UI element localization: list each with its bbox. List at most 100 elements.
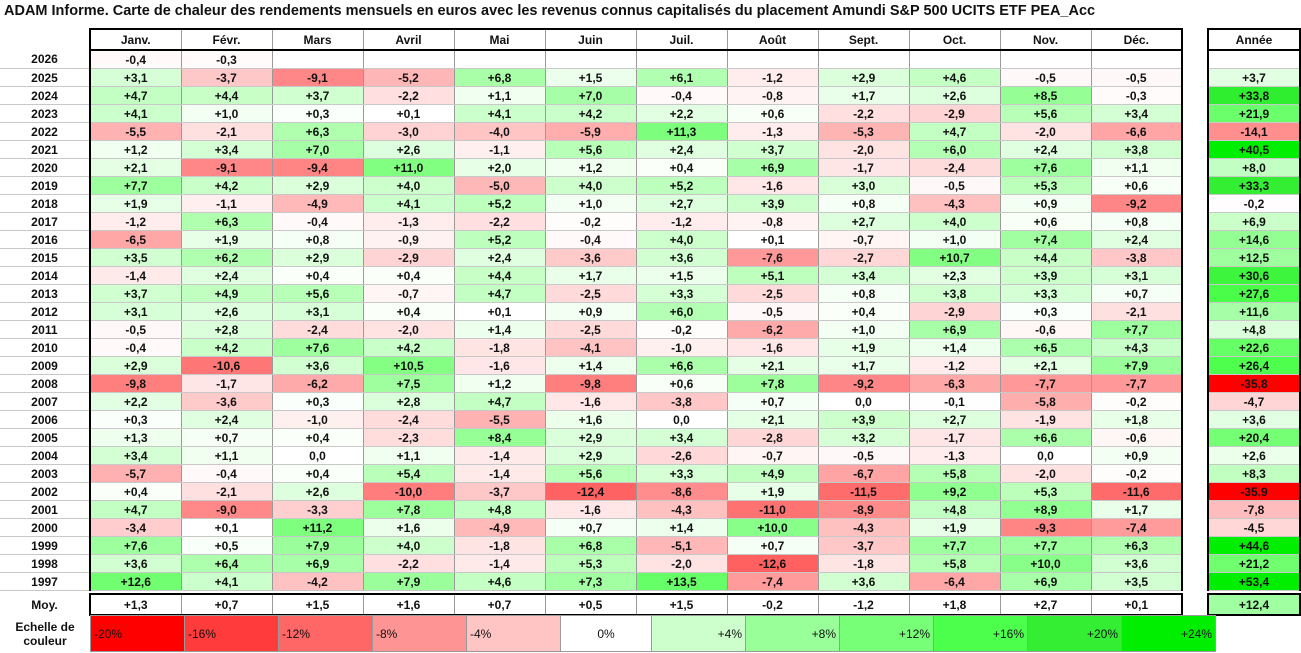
heatmap-cell: +2,1 xyxy=(89,158,182,177)
heatmap-cell: -12,6 xyxy=(726,554,819,573)
heatmap-cell: +4,0 xyxy=(635,230,728,249)
heatmap-cell: -10,6 xyxy=(180,356,273,375)
heatmap-cell: +0,4 xyxy=(817,302,910,321)
heatmap-cell: +4,1 xyxy=(362,194,455,213)
heatmap-cell: -0,5 xyxy=(999,68,1092,87)
heatmap-cell: -2,9 xyxy=(908,104,1001,123)
average-cell: -0,2 xyxy=(726,593,819,616)
heatmap-cell: +0,1 xyxy=(453,302,546,321)
heatmap-cell: +2,7 xyxy=(635,194,728,213)
heatmap-cell: -12,4 xyxy=(544,482,637,501)
year-label: 2017 xyxy=(0,212,90,231)
heatmap-cell: +4,4 xyxy=(180,86,273,105)
heatmap-cell: -6,2 xyxy=(726,320,819,339)
heatmap-cell: +2,8 xyxy=(180,320,273,339)
heatmap-cell: +7,5 xyxy=(362,374,455,393)
heatmap-cell: -0,7 xyxy=(726,446,819,465)
heatmap-cell: +0,7 xyxy=(1090,284,1183,303)
heatmap-cell: -3,0 xyxy=(362,122,455,141)
annual-cell: +33,3 xyxy=(1207,176,1301,195)
heatmap-cell: +5,2 xyxy=(453,230,546,249)
annual-cell: +14,6 xyxy=(1207,230,1301,249)
heatmap-cell: +12,6 xyxy=(89,572,182,591)
heatmap-cell: -0,8 xyxy=(726,212,819,231)
heatmap-cell: -5,7 xyxy=(89,464,182,483)
heatmap-cell: +0,4 xyxy=(271,266,364,285)
heatmap-cell: +3,7 xyxy=(271,86,364,105)
heatmap-cell: -3,7 xyxy=(817,536,910,555)
heatmap-cell: -2,5 xyxy=(726,284,819,303)
heatmap-cell: +0,6 xyxy=(1090,176,1183,195)
heatmap-cell: +5,2 xyxy=(635,176,728,195)
heatmap-cell: -5,5 xyxy=(453,410,546,429)
heatmap-cell: -0,5 xyxy=(1090,68,1183,87)
heatmap-row: 2015 +3,5 +6,2 +2,9 -2,9 +2,4 -3,6 +3,6 -7,6 -2,7… xyxy=(0,248,1183,267)
heatmap-cell: +2,1 xyxy=(999,356,1092,375)
heatmap-cell: 0,0 xyxy=(271,446,364,465)
heatmap-cell: +3,5 xyxy=(1090,572,1183,591)
heatmap-cell: +3,6 xyxy=(635,248,728,267)
heatmap-cell: +4,0 xyxy=(362,536,455,555)
heatmap-cell: -1,2 xyxy=(635,212,728,231)
heatmap-row: 2020 +2,1 -9,1 -9,4 +11,0 +2,0 +1,2 +0,4 +6,9 -1,… xyxy=(0,158,1183,177)
average-cell: +1,5 xyxy=(635,593,728,616)
heatmap-cell: -9,2 xyxy=(1090,194,1183,213)
annual-cell: +44,6 xyxy=(1207,536,1301,555)
color-scale-swatch: 0% xyxy=(560,615,652,652)
heatmap-cell: +4,0 xyxy=(544,176,637,195)
heatmap-cell: +0,7 xyxy=(544,518,637,537)
heatmap-cell: -5,9 xyxy=(544,122,637,141)
annual-cell: +20,4 xyxy=(1207,428,1301,447)
heatmap-cell: +1,6 xyxy=(544,410,637,429)
heatmap-cell: -7,6 xyxy=(726,248,819,267)
heatmap-cell: +7,6 xyxy=(999,158,1092,177)
heatmap-cell: -9,4 xyxy=(271,158,364,177)
heatmap-cell: +1,7 xyxy=(817,356,910,375)
heatmap-cell: -3,7 xyxy=(453,482,546,501)
average-row: Moy. +1,3 +0,7 +1,5 +1,6 +0,7 +0,5 +1,5 -0,2 -1,2… xyxy=(0,593,1183,616)
heatmap-cell: -6,5 xyxy=(89,230,182,249)
heatmap-cell: -3,6 xyxy=(544,248,637,267)
heatmap-cell: +2,6 xyxy=(908,86,1001,105)
heatmap-cell: +2,6 xyxy=(362,140,455,159)
heatmap-cell: +1,0 xyxy=(180,104,273,123)
heatmap-cell xyxy=(271,50,364,69)
heatmap-cell xyxy=(726,50,819,69)
heatmap-cell: -2,0 xyxy=(817,140,910,159)
heatmap-cell: +2,4 xyxy=(635,140,728,159)
heatmap-cell: -0,6 xyxy=(1090,428,1183,447)
year-label: 2015 xyxy=(0,248,90,267)
heatmap-cell: -2,1 xyxy=(1090,302,1183,321)
heatmap-cell: +0,9 xyxy=(1090,446,1183,465)
year-label: 1999 xyxy=(0,536,90,555)
heatmap-cell: -0,5 xyxy=(908,176,1001,195)
heatmap-cell: +5,3 xyxy=(999,482,1092,501)
heatmap-cell: -1,3 xyxy=(726,122,819,141)
heatmap-cell: +0,3 xyxy=(89,410,182,429)
heatmap-cell: +2,4 xyxy=(1090,230,1183,249)
heatmap-cell: +7,4 xyxy=(999,230,1092,249)
heatmap-cell: +6,9 xyxy=(908,320,1001,339)
year-label: 2000 xyxy=(0,518,90,537)
heatmap-cell: +4,2 xyxy=(544,104,637,123)
annual-cell: +4,8 xyxy=(1207,320,1301,339)
heatmap-cell: -0,2 xyxy=(1090,392,1183,411)
heatmap-cell: +1,0 xyxy=(544,194,637,213)
heatmap-cell: +13,5 xyxy=(635,572,728,591)
heatmap-cell: +7,6 xyxy=(89,536,182,555)
heatmap-cell: +6,6 xyxy=(999,428,1092,447)
annual-cell: +30,6 xyxy=(1207,266,1301,285)
heatmap-cell: +3,4 xyxy=(817,266,910,285)
heatmap-cell: +2,8 xyxy=(362,392,455,411)
heatmap-cell: +4,8 xyxy=(908,500,1001,519)
heatmap-cell: -2,5 xyxy=(544,320,637,339)
heatmap-cell: -1,2 xyxy=(908,356,1001,375)
heatmap-cell: +3,4 xyxy=(89,446,182,465)
heatmap-cell: -2,4 xyxy=(362,410,455,429)
average-cell: +1,8 xyxy=(908,593,1001,616)
year-label: 2004 xyxy=(0,446,90,465)
heatmap-cell: +4,7 xyxy=(89,86,182,105)
heatmap-cell: +3,8 xyxy=(908,284,1001,303)
heatmap-cell: -1,6 xyxy=(453,356,546,375)
heatmap-cell: +2,1 xyxy=(726,356,819,375)
